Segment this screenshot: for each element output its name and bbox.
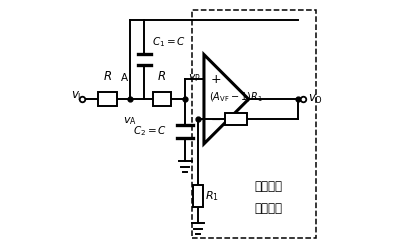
- Text: 放大电路: 放大电路: [254, 202, 283, 215]
- Bar: [152, 93, 171, 106]
- Text: $v_{\rm I}$: $v_{\rm I}$: [71, 90, 81, 103]
- Text: $C_2=C$: $C_2=C$: [133, 124, 167, 138]
- Bar: [191, 10, 316, 238]
- Text: $R$: $R$: [103, 70, 112, 83]
- Text: $v_{\rm A}$: $v_{\rm A}$: [123, 115, 137, 127]
- Text: 同相比例: 同相比例: [254, 180, 283, 192]
- Bar: [98, 93, 117, 106]
- Text: $C_1=C$: $C_1=C$: [152, 35, 186, 49]
- Text: A: A: [121, 73, 128, 83]
- Text: $v_{\rm P}$: $v_{\rm P}$: [188, 72, 201, 84]
- Text: $-$: $-$: [210, 113, 221, 126]
- Text: $+$: $+$: [210, 73, 221, 86]
- Text: $R$: $R$: [157, 70, 166, 83]
- Text: $R_1$: $R_1$: [205, 189, 219, 203]
- Text: $(A_{\rm VF}-1)R_1$: $(A_{\rm VF}-1)R_1$: [209, 91, 263, 104]
- Bar: [225, 113, 248, 125]
- Bar: [193, 185, 203, 207]
- Text: $v_{\rm O}$: $v_{\rm O}$: [308, 93, 323, 106]
